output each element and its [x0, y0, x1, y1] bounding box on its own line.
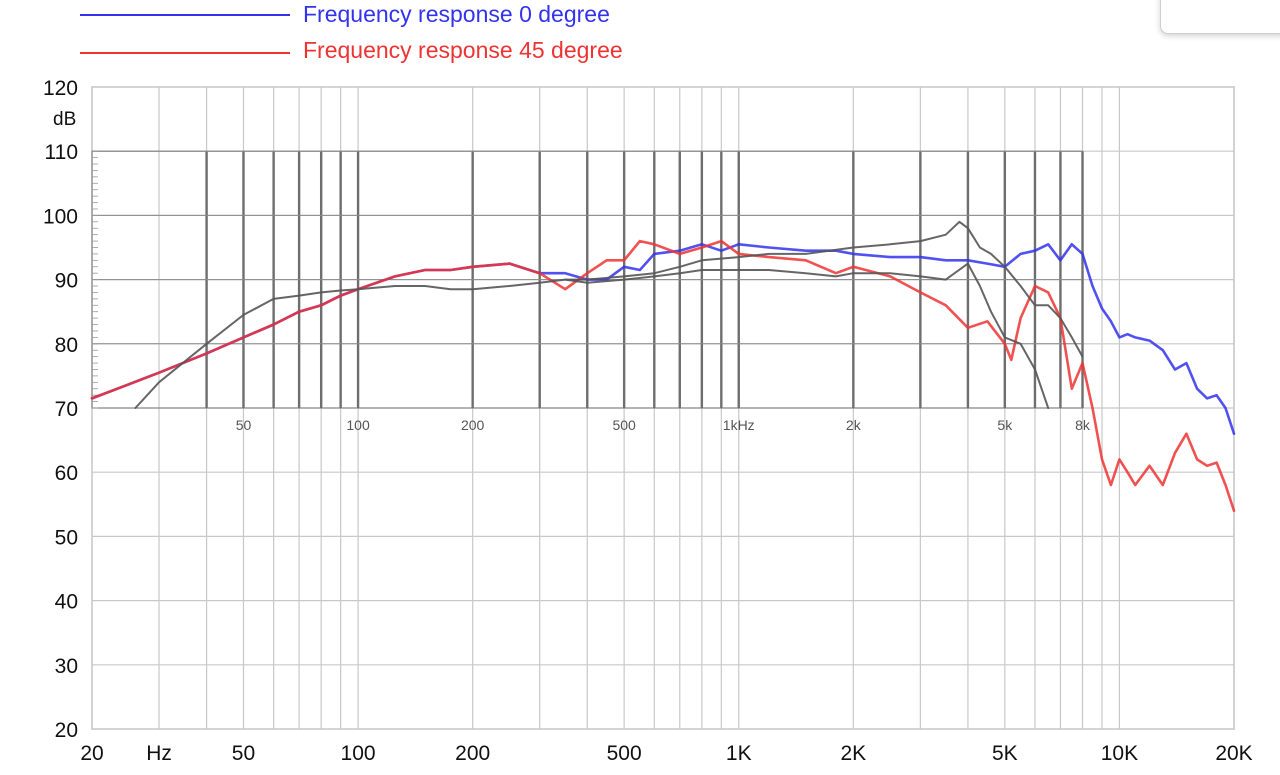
y-tick-label: 120 [43, 77, 78, 100]
legend-label-0deg: Frequency response 0 degree [303, 1, 610, 27]
x-tick-label: 5K [992, 742, 1018, 765]
x-tick-label: Hz [146, 742, 172, 765]
series-line-1 [90, 239, 1236, 513]
x-tick-label: 500 [607, 742, 642, 765]
axes: 20 30 40 50 60 70 80 90 100 110 120 20 Hz 50 100 200 500… [43, 77, 1253, 765]
y-tick-label: 100 [43, 205, 78, 228]
y-tick-label: 90 [55, 270, 78, 293]
x-tick-label: 20 [80, 742, 103, 765]
inset-tick-label-x: 200 [461, 417, 485, 433]
series [90, 220, 1236, 513]
y-tick-label: 110 [45, 141, 78, 164]
y-tick-label: 80 [55, 334, 78, 357]
legend-label-45deg: Frequency response 45 degree [303, 37, 623, 63]
inset-tick-label-x: 500 [612, 417, 636, 433]
y-tick-label: 60 [55, 462, 78, 485]
inset-tick-label-x: 100 [346, 417, 370, 433]
x-tick-label: 20K [1215, 742, 1252, 765]
series-line-3 [564, 262, 1050, 409]
y-tick-label: 50 [55, 526, 78, 549]
x-tick-label: 200 [455, 742, 490, 765]
series-line-2 [134, 220, 1084, 409]
inset-tick-label-x: 2k [846, 417, 862, 433]
x-tick-label: 10K [1101, 742, 1138, 765]
y-tick-label: 20 [55, 719, 78, 742]
x-tick-label: 2K [840, 742, 866, 765]
legend-swatch-45deg [80, 52, 290, 54]
y-tick-label: 70 [55, 398, 78, 421]
inset-tick-label-x: 50 [236, 417, 252, 433]
legend-swatch-0deg [80, 14, 290, 16]
y-tick-label: 30 [55, 655, 78, 678]
x-tick-label: 50 [232, 742, 255, 765]
inset-tick-label-x: 1kHz [723, 417, 755, 433]
x-tick-label: 100 [341, 742, 376, 765]
y-tick-label: 40 [55, 591, 78, 614]
inset-tick-label-x: 8k [1075, 417, 1091, 433]
x-tick-label: 1K [726, 742, 752, 765]
inset-frequency-grid: 50 100 200 500 1kHz 2k 5k 8k [91, 150, 1091, 433]
y-axis-unit-label: dB [53, 109, 76, 130]
inset-tick-label-x: 5k [997, 417, 1013, 433]
overlay-panel [1160, 0, 1280, 34]
